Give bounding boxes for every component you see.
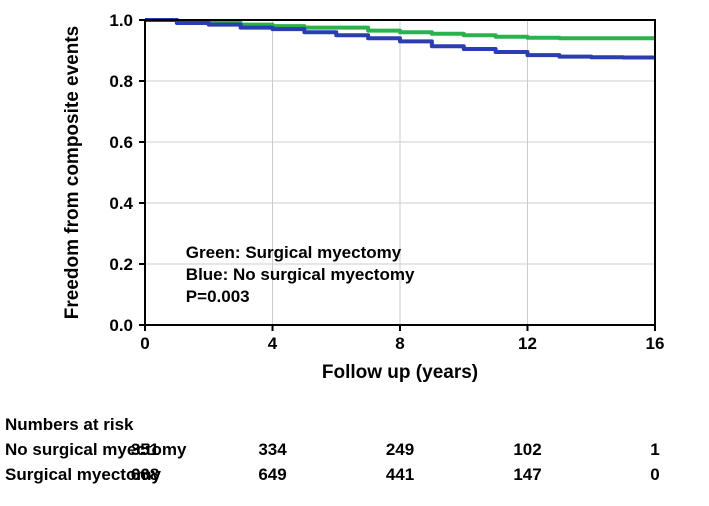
svg-text:Green: Surgical myectomy: Green: Surgical myectomy [186,243,402,262]
svg-text:1.0: 1.0 [109,11,133,30]
risk-value: 649 [243,465,303,485]
risk-value: 0 [625,465,685,485]
svg-text:8: 8 [395,334,404,353]
risk-value: 441 [370,465,430,485]
survival-chart: 0 4 8 12 16 0.0 0.2 0.4 0.6 0.8 1.0 Follow up (year… [50,10,670,390]
svg-text:0.6: 0.6 [109,133,133,152]
risk-value: 668 [115,465,175,485]
risk-title: Numbers at risk [5,415,134,435]
svg-text:Blue: No surgical myectomy: Blue: No surgical myectomy [186,265,415,284]
svg-text:Follow up (years): Follow up (years) [322,362,478,383]
svg-text:P=0.003: P=0.003 [186,287,250,306]
risk-value: 102 [498,440,558,460]
risk-value: 334 [243,440,303,460]
svg-text:0.8: 0.8 [109,72,133,91]
risk-value: 147 [498,465,558,485]
svg-text:0.4: 0.4 [109,194,133,213]
chart-area: 0 4 8 12 16 0.0 0.2 0.4 0.6 0.8 1.0 Follow up (year… [50,10,670,390]
svg-text:0.2: 0.2 [109,255,133,274]
svg-text:12: 12 [518,334,537,353]
svg-text:4: 4 [268,334,278,353]
risk-value: 1 [625,440,685,460]
svg-text:0: 0 [140,334,149,353]
risk-value: 249 [370,440,430,460]
svg-text:Freedom from composite events: Freedom from composite events [62,26,83,320]
svg-text:16: 16 [646,334,665,353]
svg-text:0.0: 0.0 [109,316,133,335]
risk-value: 351 [115,440,175,460]
figure-container: 0 4 8 12 16 0.0 0.2 0.4 0.6 0.8 1.0 Follow up (year… [0,0,709,506]
